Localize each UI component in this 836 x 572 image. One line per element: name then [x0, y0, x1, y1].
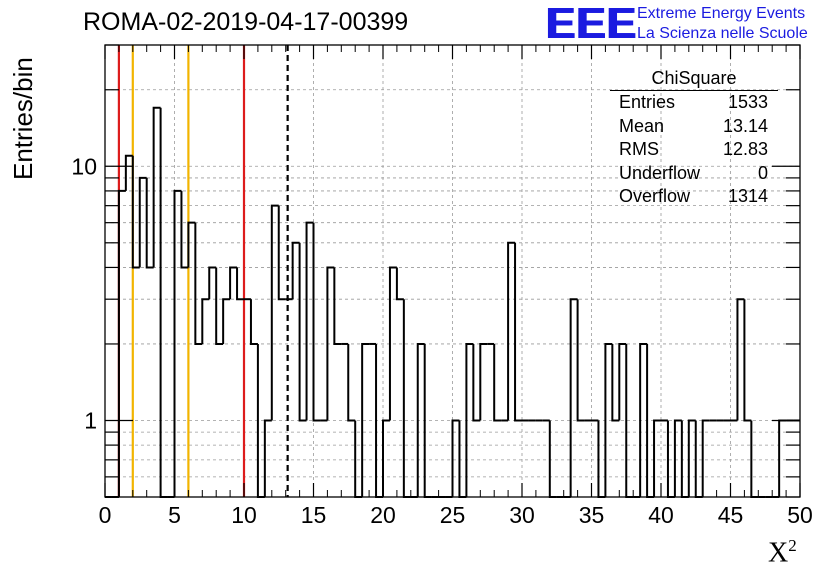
x-tick-label: 15 [301, 502, 327, 528]
histogram-bin [173, 189, 182, 497]
histogram-bin [673, 419, 682, 497]
x-tick-label: 30 [509, 502, 535, 528]
histogram-bin [131, 155, 140, 269]
histogram-bin [138, 176, 147, 268]
x-tick-label: 20 [370, 502, 396, 528]
histogram-bin [576, 299, 585, 422]
tick-labels: 0 5 10 15 20 25 30 35 40 45 50 1 10 [71, 153, 812, 528]
histogram-bin [701, 419, 710, 497]
histogram-bin [270, 204, 279, 421]
stats-label: Entries [619, 92, 676, 112]
eee-logo: EEE [545, 0, 637, 48]
histogram-bin [472, 343, 481, 422]
histogram-bin [493, 343, 502, 422]
stats-row: Underflow 0 [610, 162, 778, 186]
histogram-bin [298, 242, 307, 422]
histogram-bin [187, 221, 196, 268]
x-axis-label-superscript: 2 [788, 536, 797, 555]
histogram-bin [569, 298, 578, 497]
x-tick-label: 25 [440, 502, 466, 528]
histogram-bin [736, 298, 745, 421]
stats-rows: Entries 1533 Mean 13.14 RMS 12.83 Underflow 0 Ov… [610, 91, 778, 209]
histogram-bin [507, 241, 516, 421]
y-tick-label: 1 [84, 407, 97, 433]
stats-value: 1314 [727, 186, 768, 206]
x-tick-label: 40 [648, 502, 674, 528]
histogram-bin [145, 177, 154, 269]
histogram-bin [416, 342, 425, 497]
histogram-bin [291, 241, 300, 300]
histogram-bin [180, 190, 189, 269]
reference-lines [117, 45, 289, 497]
x-tick-label: 5 [168, 502, 181, 528]
stats-label: Overflow [619, 186, 691, 206]
logo-line-2: La Scienza nelle Scuole [637, 25, 808, 42]
histogram-bin [326, 266, 335, 421]
x-tick-label: 0 [99, 502, 112, 528]
histogram-bin [124, 154, 133, 191]
logo-line-1: Extreme Energy Events [637, 5, 806, 22]
histogram-bin [201, 298, 210, 344]
histogram-bin [382, 419, 390, 497]
histogram-bin [687, 419, 696, 497]
histogram-bin [514, 242, 522, 422]
stats-title: ChiSquare [610, 68, 778, 91]
stats-label: RMS [619, 139, 659, 159]
x-tick-label: 35 [579, 502, 605, 528]
histogram-bin [653, 419, 661, 497]
histogram-bin [618, 342, 627, 421]
histogram-bin [277, 205, 286, 301]
stats-value: 1533 [727, 92, 768, 112]
histogram-bin [208, 266, 217, 300]
histogram-bin [479, 342, 488, 421]
stats-row: Mean 13.14 [610, 115, 778, 139]
histogram-bin [347, 343, 356, 422]
stats-row: Entries 1533 [610, 91, 778, 115]
histogram-bin [152, 106, 161, 268]
stats-label: Mean [619, 115, 665, 136]
histogram-bin [312, 222, 321, 422]
y-tick-label: 10 [71, 153, 97, 179]
y-axis-label: Entries/bin [8, 57, 38, 180]
x-tick-label: 45 [718, 502, 744, 528]
stats-value: 0 [757, 162, 768, 183]
histogram-bin [639, 342, 648, 497]
histogram-bin [263, 419, 272, 497]
histogram-bin [743, 299, 752, 422]
x-tick-label: 50 [787, 502, 813, 528]
stats-label: Underflow [619, 162, 701, 183]
histogram-bin [402, 299, 411, 498]
axis-ticks [104, 44, 801, 498]
stats-row: RMS 12.83 [610, 138, 778, 162]
histogram-bin [236, 267, 244, 301]
histogram-bin [465, 342, 474, 497]
stats-row: Overflow 1314 [610, 185, 778, 209]
x-axis-label: X2 [768, 536, 797, 569]
histogram-bin [611, 343, 620, 422]
stats-value: 13.14 [722, 115, 768, 136]
histogram-bin [333, 267, 342, 345]
stats-value: 12.83 [722, 139, 768, 159]
histogram-bin [249, 299, 258, 345]
histogram-bin [388, 266, 397, 421]
x-tick-label: 10 [231, 502, 257, 528]
histogram-bin [215, 267, 224, 345]
x-axis-label-text: X [768, 537, 789, 569]
histogram-bin [604, 342, 613, 497]
histogram-bin [361, 342, 370, 497]
histogram-bin [451, 419, 460, 497]
chart-title: ROMA-02-2019-04-17-00399 [83, 8, 409, 36]
histogram-bin [229, 266, 238, 300]
histogram-bin [222, 298, 231, 344]
histogram-bin [305, 221, 314, 421]
histogram-bin [194, 222, 203, 345]
histogram-bin [395, 267, 404, 301]
stats-box: ChiSquare Entries 1533 Mean 13.14 RMS 12.83 Un… [610, 68, 778, 209]
